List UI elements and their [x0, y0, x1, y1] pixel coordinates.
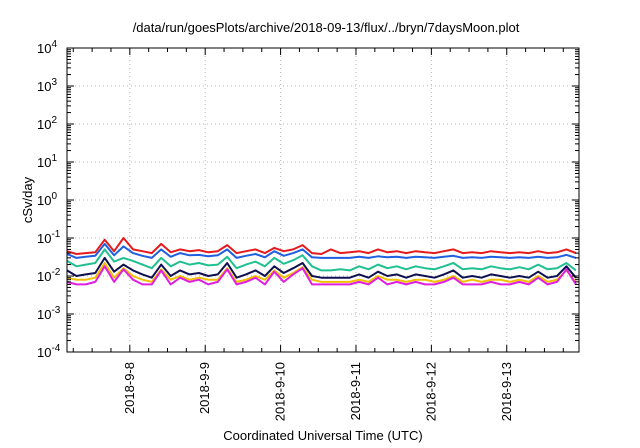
- x-tick-label: 2018-9-9: [197, 362, 212, 414]
- y-tick-label: 104: [37, 39, 57, 56]
- grid-lines: [67, 48, 579, 352]
- series-line-1: [66, 237, 577, 255]
- y-tick-label: 101: [37, 153, 57, 170]
- y-tick-label: 10-4: [37, 343, 61, 360]
- y-tick-label: 10-1: [37, 229, 61, 246]
- series-line-4: [66, 256, 577, 279]
- x-tick-label: 2018-9-11: [348, 362, 363, 420]
- x-tick-label: 2018-9-10: [273, 362, 288, 421]
- x-tick-label: 2018-9-8: [122, 362, 137, 414]
- x-tick-label: 2018-9-12: [423, 362, 438, 421]
- x-axis-label: Coordinated Universal Time (UTC): [223, 428, 422, 443]
- y-tick-label: 103: [37, 77, 57, 94]
- x-tick-label: 2018-9-13: [499, 362, 514, 421]
- series-line-3: [66, 248, 577, 272]
- series-lines: [66, 237, 577, 286]
- axes: 10-4 10-3 10-2 10-1 100 101 102 103 104 2018-9-8 2…: [37, 39, 579, 421]
- y-axis-label: cSv/day: [20, 176, 35, 223]
- y-tick-label: 10-2: [37, 267, 61, 284]
- plot-frame: [66, 47, 580, 353]
- series-line-6: [66, 265, 577, 286]
- y-tick-label: 100: [37, 191, 57, 208]
- series-line-2: [66, 242, 577, 259]
- y-tick-label: 10-3: [37, 305, 61, 322]
- series-line-5: [66, 262, 577, 283]
- y-tick-label: 102: [37, 115, 57, 132]
- chart-title: /data/run/goesPlots/archive/2018-09-13/f…: [133, 20, 520, 35]
